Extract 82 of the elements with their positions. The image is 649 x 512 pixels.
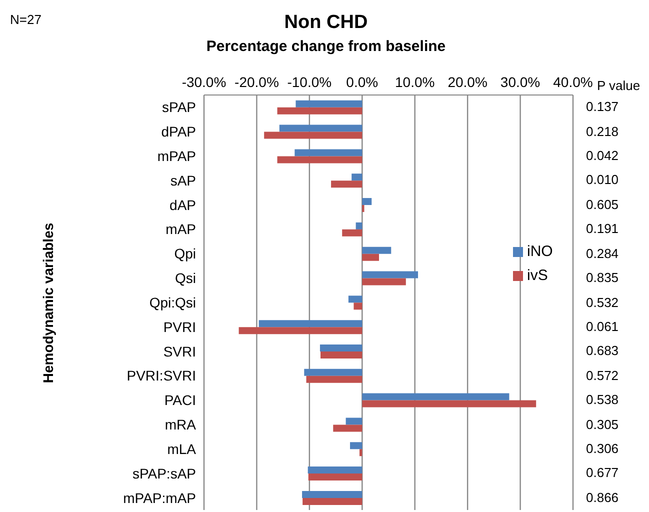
bar xyxy=(333,424,362,432)
y-axis-title: Hemodynamic variables xyxy=(40,222,56,383)
bar xyxy=(362,271,418,278)
x-tick-label: 20.0% xyxy=(448,74,488,90)
y-tick-label: dPAP xyxy=(161,124,196,140)
text: 0.137 xyxy=(586,99,619,114)
x-tick-label: 30.0% xyxy=(500,74,540,90)
bar xyxy=(362,254,380,261)
chart-subtitle: Percentage change from baseline xyxy=(205,38,447,55)
text: 0.284 xyxy=(586,246,619,261)
text: 0.305 xyxy=(586,416,619,432)
bar xyxy=(308,466,362,474)
bar xyxy=(238,327,362,334)
text: 0.010 xyxy=(586,172,619,188)
bar xyxy=(362,246,392,254)
y-tick-label: dAP xyxy=(170,196,196,213)
text: 0.061 xyxy=(586,318,619,334)
bar xyxy=(342,229,362,236)
bar xyxy=(304,368,362,376)
bar xyxy=(350,442,362,450)
bar xyxy=(362,393,510,400)
bar xyxy=(264,132,362,139)
bar xyxy=(320,351,362,358)
y-tick-label: PVRI xyxy=(163,318,196,335)
text: 0.042 xyxy=(586,148,619,164)
bar xyxy=(279,124,362,132)
text: 0.605 xyxy=(586,196,619,212)
text: 0.866 xyxy=(586,490,619,505)
y-tick-label: PVRI:SVRI xyxy=(126,368,196,384)
bar xyxy=(302,498,362,505)
y-tick-label: mLA xyxy=(167,440,197,457)
bar xyxy=(308,474,362,481)
text: 0.683 xyxy=(586,343,619,358)
bar xyxy=(331,180,362,188)
bar xyxy=(352,174,362,181)
x-tick-label: 0.0% xyxy=(346,74,378,90)
y-tick-label: PACI xyxy=(164,392,196,408)
x-tick-label: 40.0% xyxy=(553,74,593,90)
bar xyxy=(362,198,372,206)
text: 0.306 xyxy=(586,440,619,456)
bar xyxy=(258,320,362,328)
x-tick-label: -30.0% xyxy=(182,74,226,90)
x-tick-label: -10.0% xyxy=(287,74,332,90)
y-tick-label: mRA xyxy=(164,416,197,433)
y-tick-label: sPAP:sAP xyxy=(132,465,196,482)
text: 0.835 xyxy=(586,270,619,286)
bar xyxy=(354,302,362,310)
bar xyxy=(348,296,362,303)
text: 0.218 xyxy=(586,124,619,139)
legend-label: iNO xyxy=(527,243,553,260)
y-tick-label: SVRI xyxy=(163,343,196,360)
y-tick-label: mPAP:mAP xyxy=(123,490,196,506)
bar xyxy=(346,418,362,425)
x-tick-label: 10.0% xyxy=(395,74,435,90)
bar xyxy=(320,344,362,352)
bar xyxy=(362,278,406,286)
bar xyxy=(306,376,362,383)
text: 0.532 xyxy=(586,294,619,310)
text: 0.191 xyxy=(586,221,619,236)
text: 0.677 xyxy=(586,465,619,480)
y-tick-label: Qsi xyxy=(175,270,196,286)
legend-label: ivS xyxy=(527,267,548,284)
bar xyxy=(277,156,362,164)
y-tick-label: sPAP xyxy=(162,99,196,116)
text: 0.538 xyxy=(586,392,619,408)
bar xyxy=(360,449,362,456)
bar xyxy=(277,107,362,114)
bar xyxy=(356,222,362,230)
bar xyxy=(296,100,362,108)
bar xyxy=(362,400,536,408)
text: 0.572 xyxy=(586,368,619,383)
y-tick-label: Qpi xyxy=(174,246,196,262)
y-tick-label: Qpi:Qsi xyxy=(149,294,196,310)
chart-title: Non CHD xyxy=(284,12,368,33)
text: P value xyxy=(597,78,640,93)
x-tick-label: -20.0% xyxy=(234,74,279,90)
y-tick-label: sAP xyxy=(170,172,196,188)
y-tick-label: mAP xyxy=(166,221,196,238)
text: N=27 xyxy=(10,12,42,27)
bar xyxy=(302,490,362,498)
y-tick-label: mPAP xyxy=(157,148,196,164)
bar xyxy=(294,149,362,156)
